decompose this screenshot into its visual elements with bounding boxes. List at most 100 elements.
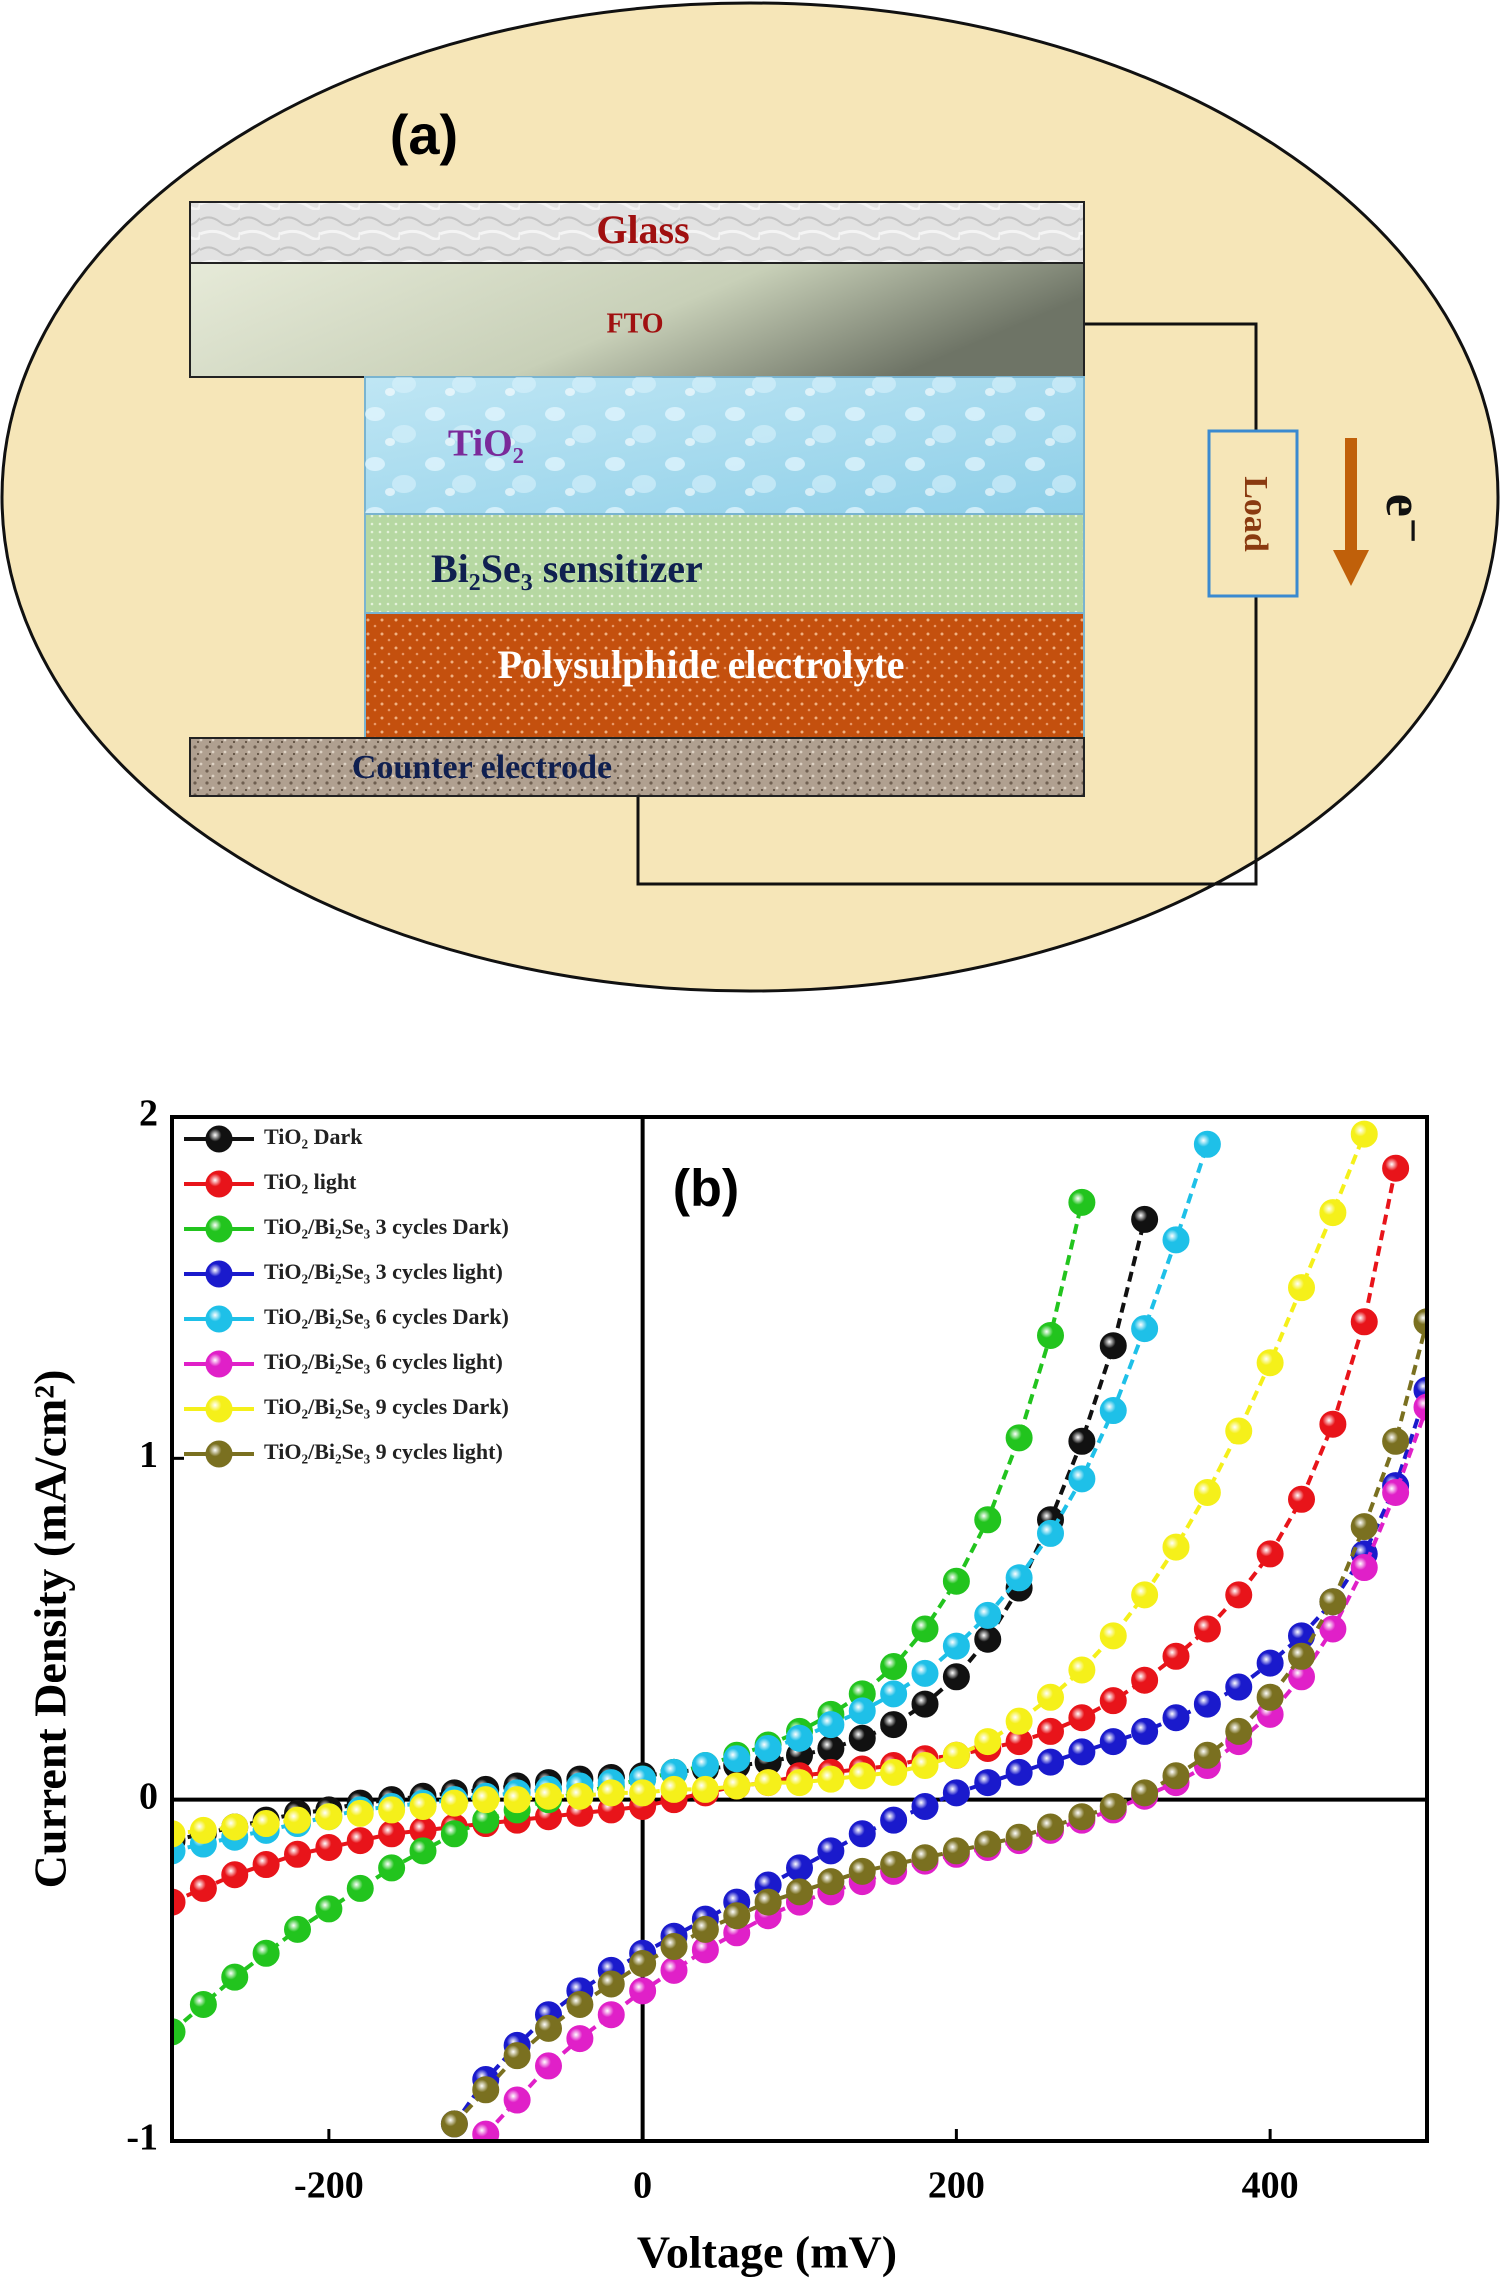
data-point [1068,1738,1096,1766]
data-point [535,2052,562,2080]
data-point [172,1888,186,1916]
data-point [409,1792,437,1820]
x-tick-label: 0 [633,2165,652,2207]
data-point [1131,1205,1159,1233]
legend-label: TiO₂/Bi₂Se₃ 3 cycles Dark) [264,1214,509,1239]
data-point [660,1775,688,1803]
data-point [535,2014,562,2042]
data-point [1382,1478,1410,1506]
data-point [1413,1393,1427,1421]
panel-label: (b) [673,1160,739,1218]
glass-label: Glass [596,207,689,252]
data-point [1037,1813,1064,1841]
data-point [472,2076,500,2104]
data-point [1256,1649,1284,1677]
data-point [1005,1758,1033,1786]
data-point [566,1782,594,1810]
series-line [452,1321,1427,2126]
data-point [817,1711,845,1739]
data-point [1068,1656,1096,1684]
data-point [723,1772,751,1800]
data-point [754,1769,782,1797]
data-point [315,1833,343,1861]
data-point [691,1752,719,1780]
data-point [1162,1762,1190,1790]
data-point [660,1932,688,1960]
data-point [848,1820,876,1848]
data-point [597,2001,625,2029]
data-point [880,1758,908,1786]
data-point [1037,1683,1064,1711]
data-point [880,1806,908,1834]
data-point [880,1711,908,1739]
data-point [880,1653,908,1681]
data-point [284,1840,311,1868]
data-point [1193,1130,1221,1158]
legend-label: TiO₂ Dark [264,1124,363,1149]
data-point [754,1888,782,1916]
data-point [221,1963,249,1991]
legend-marker [205,1125,233,1153]
x-tick-label: 400 [1242,2165,1299,2207]
data-point [1068,1188,1096,1216]
data-point [974,1506,1002,1534]
data-point [346,1874,374,1902]
data-point [911,1659,939,1687]
legend-label: TiO₂/Bi₂Se₃ 9 cycles Dark) [264,1394,509,1419]
data-point [974,1625,1002,1653]
data-point [1319,1588,1347,1616]
data-point [1131,1581,1159,1609]
data-point [1288,1642,1315,1670]
legend-marker [205,1440,233,1468]
data-point [503,1786,531,1814]
data-point [723,1902,751,1930]
fto-label: FTO [606,308,663,339]
data-point [378,1796,406,1824]
data-point [786,1769,813,1797]
data-point [566,2025,594,2053]
data-point [1005,1823,1033,1851]
data-point [189,1874,217,1902]
data-point [911,1844,939,1872]
data-point [1099,1687,1127,1715]
data-point [1162,1533,1190,1561]
data-point [1382,1427,1410,1455]
electrolyte-label: Polysulphide electrolyte [498,642,905,687]
load-box [1207,429,1299,598]
legend-label: TiO₂ light [264,1169,357,1194]
data-point [1068,1427,1096,1455]
data-point [252,1810,280,1838]
data-point [974,1830,1002,1858]
series-line [172,1143,1210,1853]
y-tick-label: 1 [139,1434,158,1476]
glass-layer [189,201,1085,264]
data-point [817,1734,845,1762]
data-point [1350,1308,1378,1336]
data-point [440,1820,468,1848]
data-point [597,1970,625,1998]
data-point [1068,1465,1096,1493]
data-point [1162,1704,1190,1732]
y-tick-label: -1 [126,2117,158,2159]
data-point [629,1977,657,2005]
data-point [284,1915,311,1943]
data-point [1131,1315,1159,1343]
data-point [252,1851,280,1879]
data-point [1037,1717,1064,1745]
data-point [315,1803,343,1831]
data-point [1193,1690,1221,1718]
x-tick-label: 200 [928,2165,985,2207]
data-point [1099,1792,1127,1820]
data-point [315,1895,343,1923]
data-point [409,1837,437,1865]
tio2-label: TiO₂ [448,423,524,465]
counter-electrode-label: Counter electrode [352,749,612,786]
series-line [172,1167,1398,1904]
legend-marker [205,1260,233,1288]
data-point [472,1786,500,1814]
data-point [503,2042,531,2070]
x-axis-title: Voltage (mV) [637,2227,897,2278]
data-point [629,1950,657,1978]
